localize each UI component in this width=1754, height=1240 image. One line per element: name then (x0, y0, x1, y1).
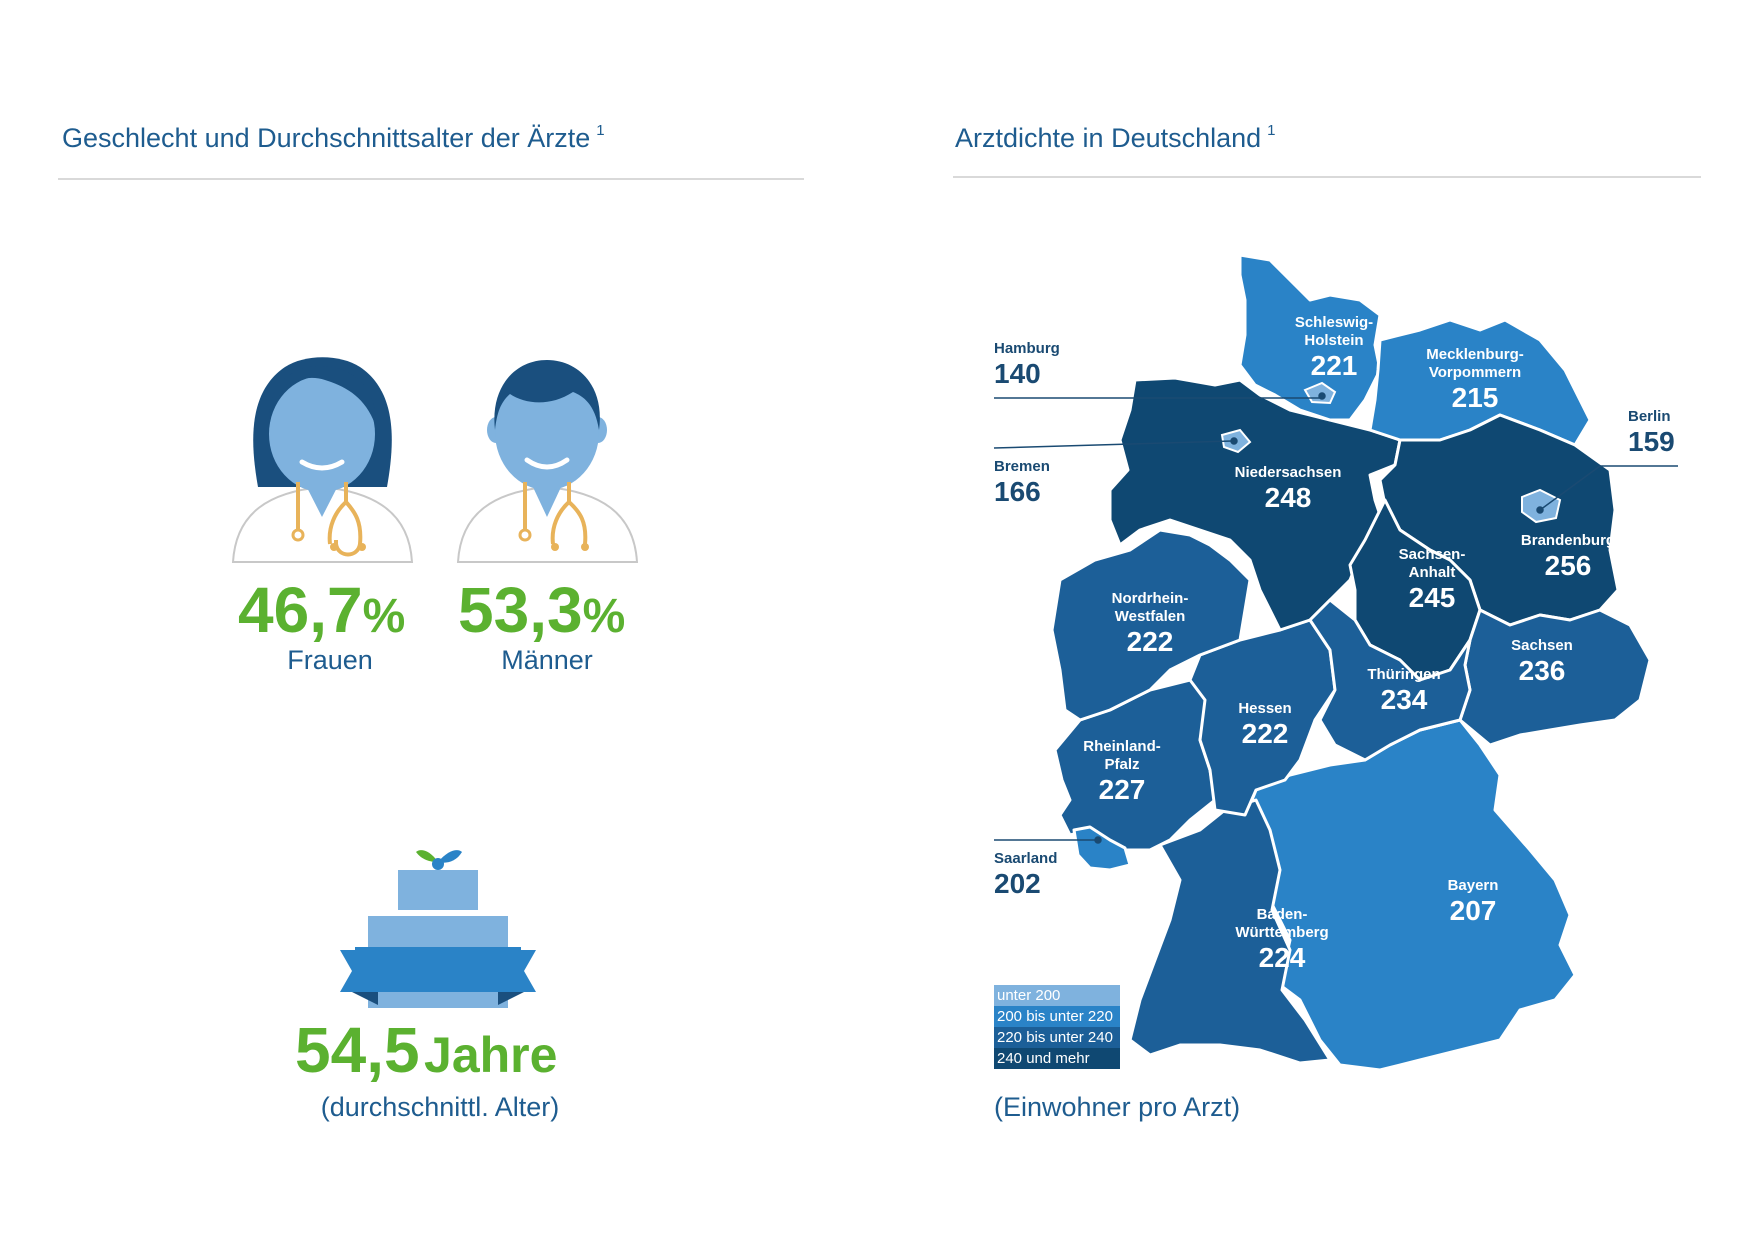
state-name-line1: Hessen (1238, 700, 1292, 717)
state-name-line2: Westfalen (1114, 608, 1186, 625)
label-hamburg: Hamburg 140 (994, 340, 1060, 390)
map-legend: unter 200 200 bis unter 220 220 bis unte… (994, 985, 1120, 1069)
state-value: 222 (1126, 626, 1174, 657)
female-doctor-icon (231, 357, 414, 563)
state-value: 221 (1310, 350, 1358, 381)
state-value: 245 (1408, 582, 1456, 613)
state-shape-rheinland-pfalz (1053, 678, 1217, 852)
women-percent-value: 46,7 (238, 574, 363, 646)
state-name-line2: Württemberg (1235, 924, 1329, 941)
left-heading-text: Geschlecht und Durchschnittsalter der Är… (62, 123, 591, 153)
label-bremen: Bremen 166 (994, 458, 1050, 508)
state-shape-thueringen (1308, 598, 1472, 762)
label-baden-wuerttemberg: Baden- Württemberg 224 (1235, 906, 1328, 974)
city-name: Saarland (994, 850, 1058, 867)
age-number: 54,5 (295, 1014, 420, 1086)
state-name-line2: Holstein (1304, 332, 1364, 349)
left-heading: Geschlecht und Durchschnittsalter der Är… (62, 122, 605, 154)
label-saarland: Saarland 202 (994, 850, 1057, 900)
left-heading-rule (58, 178, 804, 180)
state-shape-nrw (1050, 528, 1252, 722)
women-percent-unit: % (362, 590, 406, 643)
leader-line-berlin (1539, 465, 1601, 511)
state-name-line2: Vorpommern (1428, 364, 1522, 381)
state-value: 236 (1518, 655, 1566, 686)
label-sachsen-anhalt: Sachsen- Anhalt 245 (1399, 546, 1466, 614)
state-name-line1: Sachsen- (1398, 546, 1466, 563)
leader-dot-bremen (1230, 437, 1238, 445)
state-shape-schleswig-holstein (1238, 253, 1382, 422)
state-name-line1: Rheinland- (1083, 738, 1161, 755)
state-name-line2: Anhalt (1408, 564, 1456, 581)
state-name-line1: Sachsen (1511, 637, 1573, 654)
state-name-line2: Pfalz (1104, 756, 1140, 773)
age-value: 54,5 Jahre (295, 1018, 557, 1082)
state-value: 224 (1258, 942, 1306, 973)
legend-item: 240 und mehr (994, 1048, 1120, 1069)
city-name: Bremen (994, 458, 1050, 475)
leader-dot-hamburg (1318, 392, 1326, 400)
leader-line-bremen (993, 440, 1233, 449)
state-name-line1: Brandenburg (1520, 532, 1616, 549)
state-name-line1: Bayern (1447, 877, 1499, 894)
state-name-line1: Mecklenburg- (1426, 346, 1524, 363)
label-schleswig-holstein: Schleswig- Holstein 221 (1295, 314, 1373, 382)
state-name-line1: Schleswig- (1294, 314, 1374, 331)
label-niedersachsen: Niedersachsen 248 (1235, 464, 1342, 514)
men-percent-unit: % (582, 590, 626, 643)
label-nordrhein-westfalen: Nordrhein- Westfalen 222 (1112, 590, 1189, 658)
right-heading-text: Arztdichte in Deutschland (955, 123, 1262, 153)
state-shape-berlin (1521, 488, 1562, 524)
state-value: 207 (1449, 895, 1497, 926)
label-berlin: Berlin 159 (1628, 408, 1675, 458)
city-name: Hamburg (994, 340, 1060, 357)
leader-dot-berlin (1536, 506, 1544, 514)
men-percent-value: 53,3 (458, 574, 583, 646)
city-name: Berlin (1628, 408, 1671, 425)
label-sachsen: Sachsen 236 (1511, 637, 1573, 687)
city-value: 159 (1628, 426, 1675, 457)
legend-item: unter 200 (994, 985, 1120, 1006)
state-value: 248 (1264, 482, 1312, 513)
male-doctor-icon (456, 360, 639, 563)
state-value: 227 (1098, 774, 1146, 805)
women-label: Frauen (287, 645, 373, 675)
state-value: 215 (1451, 382, 1499, 413)
men-label: Männer (501, 645, 593, 675)
legend-item: 200 bis unter 220 (994, 1006, 1120, 1027)
state-name-line1: Baden- (1256, 906, 1308, 923)
right-heading-rule (953, 176, 1701, 178)
label-brandenburg: Brandenburg 256 (1521, 532, 1615, 582)
state-value: 256 (1544, 550, 1592, 581)
state-value: 234 (1380, 684, 1428, 715)
age-unit: Jahre (424, 1027, 558, 1083)
label-hessen: Hessen 222 (1238, 700, 1291, 750)
state-name-line1: Niedersachsen (1234, 464, 1342, 481)
age-label: (durchschnittl. Alter) (320, 1092, 560, 1122)
state-shape-saarland (1072, 825, 1132, 872)
map-footnote: (Einwohner pro Arzt) (994, 1092, 1241, 1122)
label-bayern: Bayern 207 (1448, 877, 1499, 927)
state-name-line1: Nordrhein- (1111, 590, 1189, 607)
women-percent: 46,7% (238, 578, 405, 642)
state-value: 222 (1241, 718, 1289, 749)
label-rheinland-pfalz: Rheinland- Pfalz 227 (1083, 738, 1161, 806)
birthday-cake-icon (340, 850, 536, 1008)
label-mecklenburg-vorpommern: Mecklenburg- Vorpommern 215 (1426, 346, 1524, 414)
right-heading-footnote: 1 (1267, 122, 1276, 139)
left-heading-footnote: 1 (596, 122, 605, 139)
right-heading: Arztdichte in Deutschland 1 (955, 122, 1276, 154)
men-percent: 53,3% (458, 578, 625, 642)
leader-dot-saarland (1094, 836, 1102, 844)
legend-item: 220 bis unter 240 (994, 1027, 1120, 1048)
label-thueringen: Thüringen 234 (1367, 666, 1440, 716)
city-value: 166 (994, 476, 1041, 507)
state-shape-baden-wuerttemberg (1128, 798, 1332, 1065)
city-value: 140 (994, 358, 1041, 389)
state-name-line1: Thüringen (1367, 666, 1441, 683)
city-value: 202 (994, 868, 1041, 899)
